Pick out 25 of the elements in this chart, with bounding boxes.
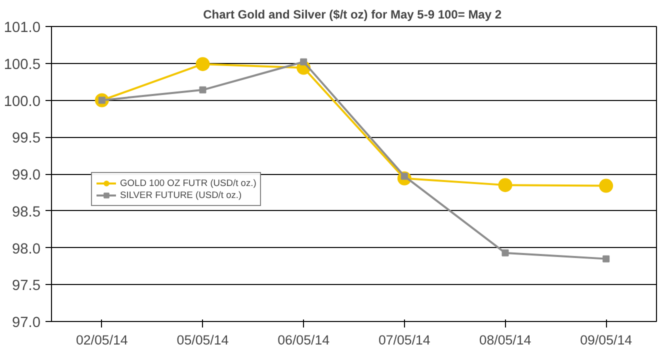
point <box>199 86 206 94</box>
chart-title: Chart Gold and Silver ($/t oz) for May 5-9 100= May 2 <box>203 8 502 22</box>
point <box>300 58 308 66</box>
y-tick-label: 99.0 <box>12 168 41 184</box>
x-tick-label: 07/05/14 <box>378 332 431 348</box>
point <box>498 178 512 192</box>
y-tick-label: 98.0 <box>12 241 41 258</box>
point <box>502 249 509 256</box>
legend-label: SILVER FUTURE (USD/t oz.) <box>120 189 242 201</box>
y-tick-label: 97.5 <box>12 278 41 294</box>
point <box>196 57 210 72</box>
y-tick-label: 100.5 <box>4 56 41 73</box>
y-tick-label: 101.0 <box>4 20 41 36</box>
y-tick-label: 98.5 <box>12 204 41 220</box>
y-tick-label: 99.5 <box>12 130 41 147</box>
y-tick-label: 97.0 <box>12 315 41 331</box>
point <box>602 255 610 262</box>
point <box>599 178 614 193</box>
x-tick-label: 06/05/14 <box>278 332 330 348</box>
y-tick-label: 100.0 <box>4 94 41 110</box>
legend-label: GOLD 100 OZ FUTR (USD/t oz.) <box>120 177 256 189</box>
x-tick-label: 09/05/14 <box>580 332 633 348</box>
x-tick-label: 05/05/14 <box>176 332 230 348</box>
x-tick-label: 08/05/14 <box>479 332 532 348</box>
x-tick-label: 02/05/14 <box>76 332 128 348</box>
